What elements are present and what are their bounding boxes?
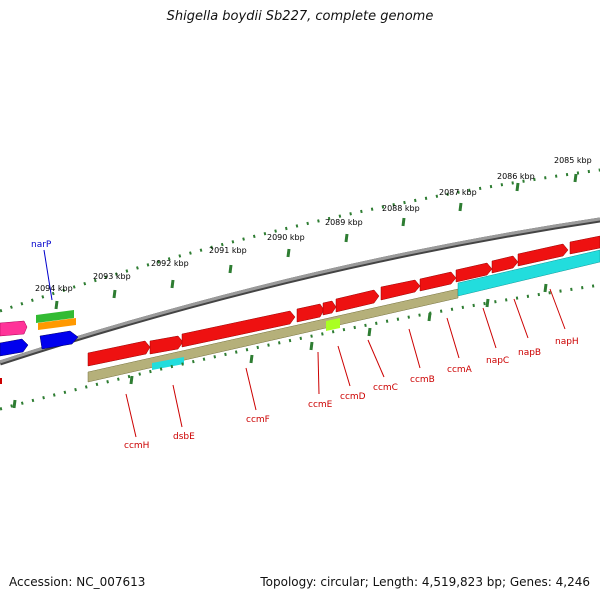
gene-label-ccmB: ccmB — [410, 375, 435, 385]
blue-feature-left — [0, 338, 29, 357]
gene-label-ccmC: ccmC — [373, 383, 398, 393]
gene-arrow-napB — [491, 255, 519, 274]
inner-tick — [485, 298, 490, 308]
gene-label-ccmA: ccmA — [447, 365, 473, 375]
pink-feature — [0, 320, 28, 337]
scale-label-2092: 2092 kbp — [151, 259, 189, 268]
major-tick — [573, 173, 578, 183]
inner-tick — [12, 399, 17, 409]
gene-label-ccmH: ccmH — [124, 441, 149, 451]
gene-label-napH: napH — [555, 337, 579, 347]
blue-feature-narP — [39, 330, 79, 350]
gene-arrow-next — [569, 235, 600, 255]
scale-label-2094: 2094 kbp — [35, 284, 73, 293]
inner-dotted-track — [0, 283, 600, 411]
genome-backbone — [0, 217, 600, 364]
pointer-dsbE — [172, 384, 183, 428]
cds-band-dsbE — [152, 357, 184, 370]
inner-tick — [309, 341, 314, 351]
major-tick — [54, 300, 59, 310]
inner-tick — [367, 327, 372, 337]
major-tick — [112, 289, 117, 299]
major-tick — [344, 233, 349, 243]
cds-band-nap — [457, 249, 600, 297]
scale-label-2085: 2085 kbp — [554, 156, 592, 165]
gene-arrow-napH — [517, 243, 569, 267]
gene-label-pointers — [125, 288, 566, 438]
cds-band — [87, 249, 600, 383]
gene-arrow-dsbE — [149, 335, 184, 355]
major-tick — [170, 279, 175, 289]
gene-label-narP: narP — [31, 240, 52, 250]
gene-label-ccmE: ccmE — [308, 400, 333, 410]
major-ticks — [54, 173, 578, 310]
cds-band-ccmD — [326, 318, 340, 331]
gene-label-ccmD: ccmD — [340, 392, 366, 402]
orange-feature — [38, 318, 76, 330]
pointer-ccmC — [367, 339, 385, 378]
gene-arrows — [87, 235, 600, 367]
genome-summary: Topology: circular; Length: 4,519,823 bp… — [260, 575, 590, 589]
gene-arrow-ccmD — [322, 300, 337, 316]
scale-label-2086: 2086 kbp — [497, 172, 535, 181]
scale-label-2093: 2093 kbp — [93, 272, 131, 281]
outer-scale-ring — [0, 168, 600, 313]
pointer-ccmA — [446, 317, 460, 359]
pointer-ccmB — [408, 328, 421, 369]
major-tick — [458, 202, 463, 212]
pointer-ccmF — [245, 367, 257, 411]
scale-label-2088: 2088 kbp — [382, 204, 420, 213]
scale-label-2089: 2089 kbp — [325, 218, 363, 227]
gene-arrow-ccmF — [181, 310, 296, 348]
gene-label-dsbE: dsbE — [173, 432, 195, 442]
scale-label-2087: 2087 kbp — [439, 188, 477, 197]
pointer-ccmH — [125, 393, 137, 438]
gene-arrow-napC — [455, 262, 493, 283]
gene-arrow-ccmH — [87, 340, 151, 367]
gene-arrow-ccmE — [296, 303, 325, 323]
inner-major-ticks — [12, 283, 548, 409]
map-title: Shigella boydii Sb227, complete genome — [166, 9, 434, 24]
major-tick — [515, 182, 520, 192]
gene-arrow-ccmA — [419, 271, 457, 292]
gene-label-napB: napB — [518, 348, 541, 358]
accession-label: Accession: NC_007613 — [9, 575, 146, 589]
gene-labels: ccmH dsbE ccmF ccmE ccmD ccmC ccmB ccmA … — [124, 337, 579, 451]
inner-tick — [543, 283, 548, 293]
narP-pointer — [43, 249, 53, 301]
pointer-ccmD — [337, 345, 351, 387]
inner-tick — [249, 354, 254, 364]
gene-arrow-ccmB — [380, 279, 421, 301]
green-feature — [36, 310, 74, 323]
inner-tick — [129, 375, 134, 385]
scale-label-2090: 2090 kbp — [267, 233, 305, 242]
gene-arrow-ccmC — [335, 289, 380, 313]
pointer-napH — [549, 288, 566, 330]
partial-red-label — [0, 378, 2, 384]
pointer-ccmE — [317, 351, 320, 395]
pointer-napB — [513, 298, 529, 339]
major-tick — [286, 248, 291, 258]
major-tick — [401, 217, 406, 227]
gene-label-napC: napC — [486, 356, 509, 366]
scale-labels: 2085 kbp 2086 kbp 2087 kbp 2088 kbp 2089… — [35, 156, 592, 293]
left-features — [0, 310, 79, 357]
pointer-napC — [482, 307, 497, 349]
scale-label-2091: 2091 kbp — [209, 246, 247, 255]
outer-dotted-track — [0, 168, 600, 313]
gene-label-ccmF: ccmF — [246, 415, 270, 425]
inner-tick — [427, 312, 432, 322]
major-tick — [228, 264, 233, 274]
cds-band-olive — [87, 288, 459, 383]
